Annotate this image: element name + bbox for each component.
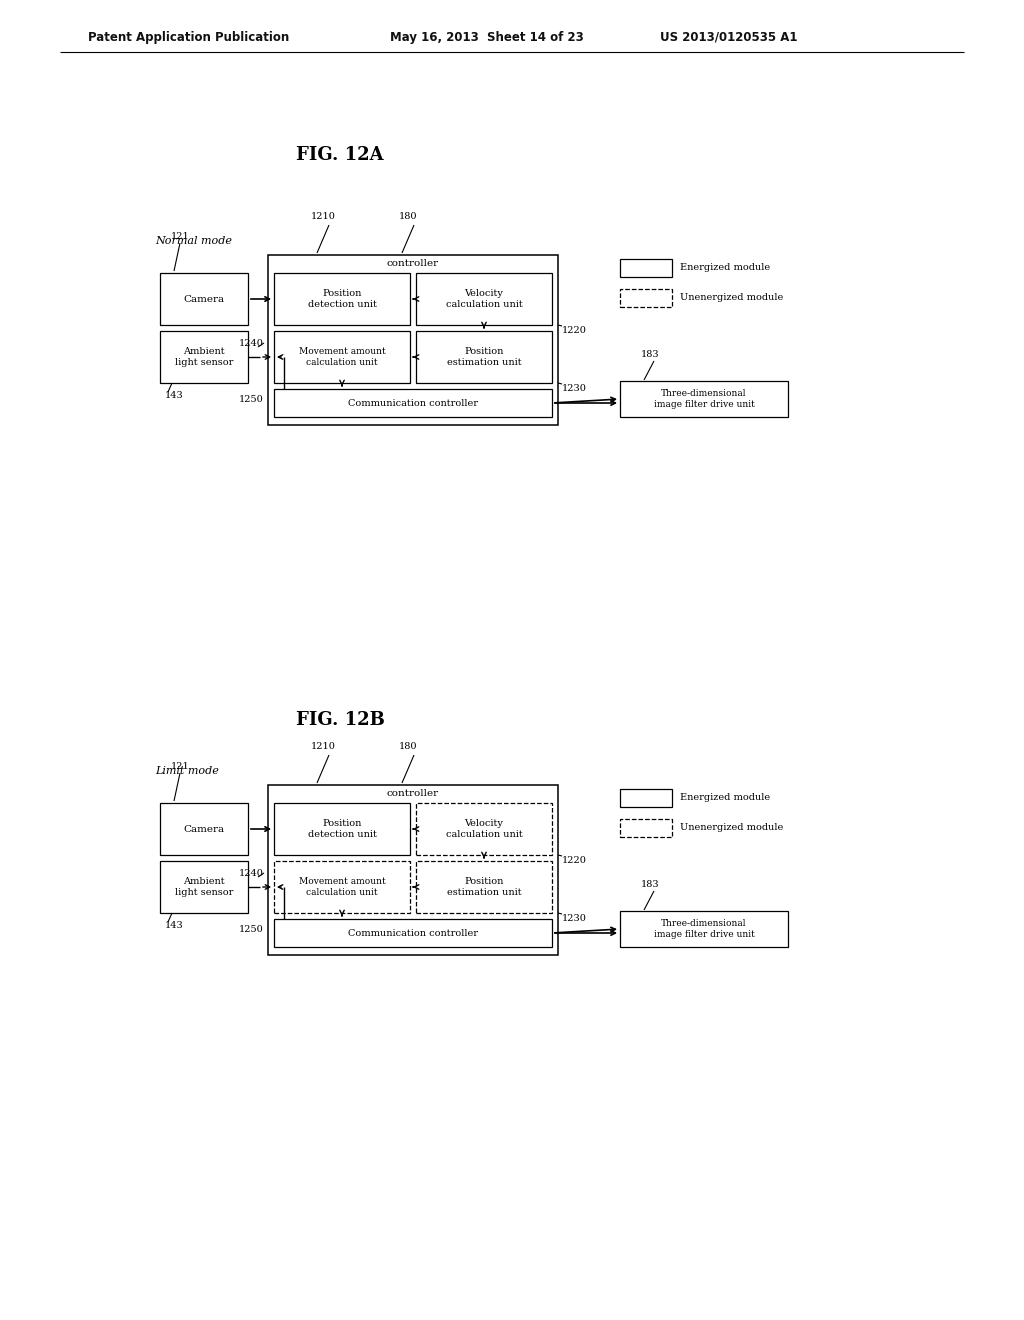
Text: Unenergized module: Unenergized module xyxy=(680,293,783,302)
Text: 180: 180 xyxy=(398,742,417,751)
Bar xyxy=(160,861,248,913)
Bar xyxy=(416,803,552,855)
Text: Energized module: Energized module xyxy=(680,264,770,272)
Text: 180: 180 xyxy=(398,213,417,220)
Text: 121: 121 xyxy=(171,762,189,771)
Text: Movement amount
calculation unit: Movement amount calculation unit xyxy=(299,878,385,896)
Text: 1250: 1250 xyxy=(240,396,264,404)
Text: 1240: 1240 xyxy=(240,338,264,347)
Text: Normal mode: Normal mode xyxy=(155,236,232,246)
Bar xyxy=(268,785,558,954)
Bar xyxy=(620,381,788,417)
Bar xyxy=(274,861,410,913)
Text: 1220: 1220 xyxy=(562,326,587,335)
Text: Unenergized module: Unenergized module xyxy=(680,824,783,833)
Text: 1250: 1250 xyxy=(240,925,264,935)
Bar xyxy=(620,259,672,277)
Text: Camera: Camera xyxy=(183,825,224,833)
Text: 1230: 1230 xyxy=(562,384,587,393)
Text: 1240: 1240 xyxy=(240,869,264,878)
Bar xyxy=(160,273,248,325)
Bar xyxy=(274,273,410,325)
Bar xyxy=(268,255,558,425)
Text: Three-dimensional
image filter drive unit: Three-dimensional image filter drive uni… xyxy=(653,919,755,939)
Text: 1210: 1210 xyxy=(310,742,336,751)
Bar xyxy=(620,911,788,946)
Bar xyxy=(274,919,552,946)
Bar xyxy=(160,803,248,855)
Text: controller: controller xyxy=(387,260,439,268)
Text: 1230: 1230 xyxy=(562,913,587,923)
Text: controller: controller xyxy=(387,789,439,799)
Text: Ambient
light sensor: Ambient light sensor xyxy=(175,347,233,367)
Text: 1210: 1210 xyxy=(310,213,336,220)
Bar xyxy=(274,331,410,383)
Text: Camera: Camera xyxy=(183,294,224,304)
Text: 143: 143 xyxy=(165,920,183,929)
Text: 143: 143 xyxy=(165,391,183,400)
Text: Velocity
calculation unit: Velocity calculation unit xyxy=(445,820,522,838)
Text: 183: 183 xyxy=(641,880,659,888)
Bar xyxy=(274,803,410,855)
Bar xyxy=(620,789,672,807)
Bar xyxy=(416,861,552,913)
Text: Energized module: Energized module xyxy=(680,793,770,803)
Text: FIG. 12B: FIG. 12B xyxy=(296,711,384,729)
Bar xyxy=(416,273,552,325)
Text: Communication controller: Communication controller xyxy=(348,928,478,937)
Text: Patent Application Publication: Patent Application Publication xyxy=(88,30,289,44)
Bar xyxy=(416,331,552,383)
Bar xyxy=(274,389,552,417)
Text: Three-dimensional
image filter drive unit: Three-dimensional image filter drive uni… xyxy=(653,389,755,409)
Bar xyxy=(160,331,248,383)
Text: US 2013/0120535 A1: US 2013/0120535 A1 xyxy=(660,30,798,44)
Text: Position
detection unit: Position detection unit xyxy=(307,289,377,309)
Bar xyxy=(620,289,672,308)
Text: Communication controller: Communication controller xyxy=(348,399,478,408)
Text: Velocity
calculation unit: Velocity calculation unit xyxy=(445,289,522,309)
Text: 183: 183 xyxy=(641,350,659,359)
Text: Position
estimation unit: Position estimation unit xyxy=(446,878,521,896)
Text: Ambient
light sensor: Ambient light sensor xyxy=(175,878,233,896)
Text: Position
detection unit: Position detection unit xyxy=(307,820,377,838)
Text: Limit mode: Limit mode xyxy=(155,766,219,776)
Text: FIG. 12A: FIG. 12A xyxy=(296,147,384,164)
Bar xyxy=(620,818,672,837)
Text: 121: 121 xyxy=(171,232,189,242)
Text: Position
estimation unit: Position estimation unit xyxy=(446,347,521,367)
Text: 1220: 1220 xyxy=(562,855,587,865)
Text: Movement amount
calculation unit: Movement amount calculation unit xyxy=(299,347,385,367)
Text: May 16, 2013  Sheet 14 of 23: May 16, 2013 Sheet 14 of 23 xyxy=(390,30,584,44)
